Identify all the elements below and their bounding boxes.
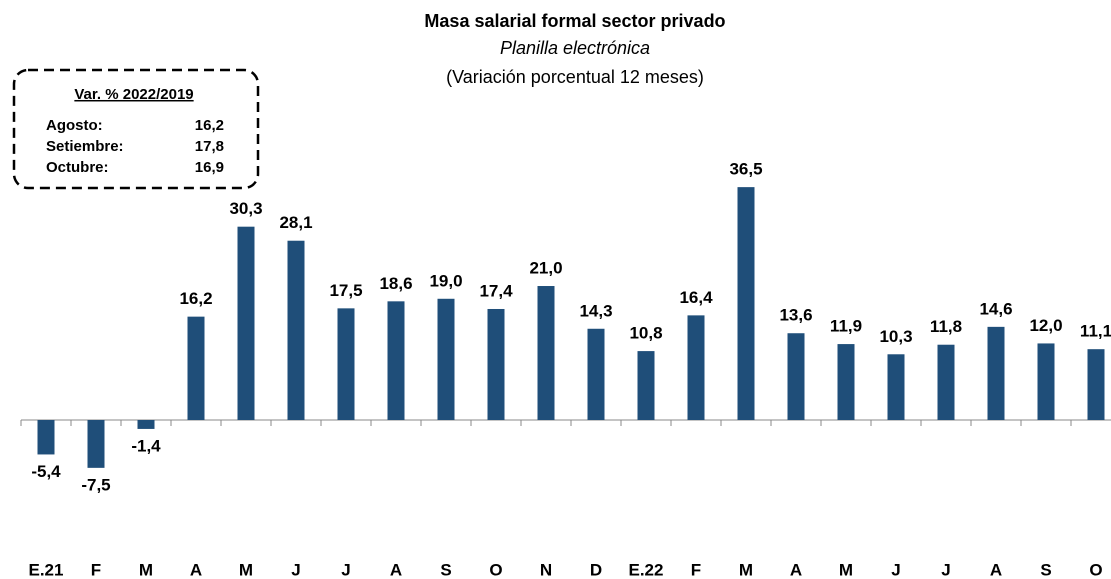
bar xyxy=(337,308,355,420)
x-tick-label: A xyxy=(990,560,1002,579)
value-label: -5,4 xyxy=(31,462,61,481)
value-label: 28,1 xyxy=(279,213,312,232)
value-label: 11,9 xyxy=(830,317,862,336)
value-label: -1,4 xyxy=(131,436,161,455)
bar xyxy=(887,354,905,420)
bar xyxy=(187,316,205,420)
x-tick-label: D xyxy=(590,560,602,579)
value-label: 10,8 xyxy=(629,324,662,343)
value-label: 12,0 xyxy=(1029,316,1062,335)
x-tick-label: N xyxy=(540,560,552,579)
inset-label: Octubre: xyxy=(46,159,109,176)
bar xyxy=(87,420,105,468)
x-tick-label: S xyxy=(440,560,451,579)
x-tick-label: O xyxy=(489,560,502,579)
value-label: -7,5 xyxy=(81,475,110,494)
bar xyxy=(687,315,705,420)
x-tick-label: A xyxy=(390,560,402,579)
inset-label: Agosto: xyxy=(46,117,103,134)
value-label: 16,2 xyxy=(179,289,212,308)
bar xyxy=(937,344,955,420)
bar xyxy=(137,420,155,429)
inset-title: Var. % 2022/2019 xyxy=(74,86,193,103)
x-tick-label: S xyxy=(1040,560,1051,579)
x-tick-label: A xyxy=(790,560,802,579)
chart-subtitle: Planilla electrónica xyxy=(500,38,650,58)
bar xyxy=(537,286,555,420)
value-label: 17,4 xyxy=(479,281,513,300)
bar xyxy=(487,308,505,420)
value-label: 13,6 xyxy=(779,306,812,325)
value-label: 17,5 xyxy=(329,281,362,300)
bar xyxy=(437,298,455,420)
chart-subtitle: (Variación porcentual 12 meses) xyxy=(446,67,704,87)
bar xyxy=(1087,349,1105,420)
value-label: 14,6 xyxy=(979,299,1012,318)
x-tick-label: E.22 xyxy=(629,560,664,579)
value-label: 36,5 xyxy=(729,160,762,179)
bar xyxy=(637,351,655,420)
value-label: 18,6 xyxy=(379,274,412,293)
inset-value: 17,8 xyxy=(195,138,224,155)
x-tick-label: J xyxy=(941,560,950,579)
x-tick-label: E.21 xyxy=(29,560,64,579)
bar xyxy=(1037,343,1055,420)
value-label: 21,0 xyxy=(529,259,562,278)
inset-box xyxy=(12,68,260,190)
value-label: 14,3 xyxy=(579,301,612,320)
bar xyxy=(287,240,305,420)
x-tick-label: J xyxy=(341,560,350,579)
value-label: 19,0 xyxy=(429,271,462,290)
bar xyxy=(737,187,755,420)
bar xyxy=(837,344,855,420)
chart-title: Masa salarial formal sector privado xyxy=(424,11,725,31)
inset-label: Setiembre: xyxy=(46,138,124,155)
x-tick-label: J xyxy=(291,560,300,579)
value-label: 10,3 xyxy=(879,327,912,346)
bar xyxy=(37,420,55,455)
x-tick-label: F xyxy=(691,560,701,579)
value-label: 30,3 xyxy=(229,199,262,218)
bar xyxy=(237,226,255,420)
x-tick-label: M xyxy=(239,560,253,579)
x-tick-label: O xyxy=(1089,560,1102,579)
bar xyxy=(587,328,605,420)
x-tick-label: M xyxy=(139,560,153,579)
inset-value: 16,9 xyxy=(195,159,224,176)
bar xyxy=(787,333,805,420)
bar xyxy=(387,301,405,420)
x-tick-label: A xyxy=(190,560,202,579)
x-tick-label: M xyxy=(739,560,753,579)
value-label: 11,1 xyxy=(1080,322,1111,341)
value-label: 11,8 xyxy=(930,317,962,336)
inset-value: 16,2 xyxy=(195,117,224,134)
x-tick-label: J xyxy=(891,560,900,579)
x-tick-label: M xyxy=(839,560,853,579)
value-label: 16,4 xyxy=(679,288,713,307)
x-tick-label: F xyxy=(91,560,101,579)
bar xyxy=(987,326,1005,420)
